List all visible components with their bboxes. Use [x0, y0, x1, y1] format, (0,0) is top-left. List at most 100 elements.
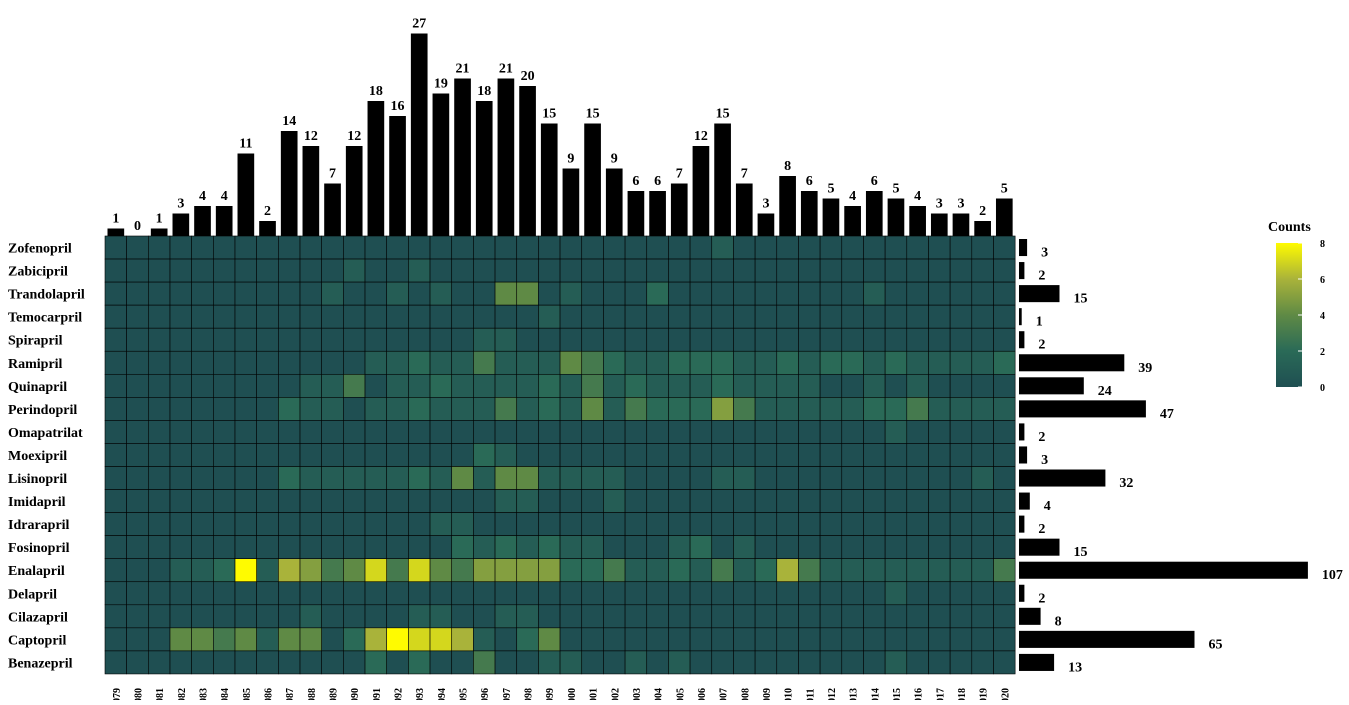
heatmap-cell	[863, 467, 885, 490]
heatmap-cell	[755, 605, 777, 628]
heatmap-cell	[755, 328, 777, 351]
heatmap-cell	[668, 605, 690, 628]
heatmap-cell	[105, 443, 127, 466]
heatmap-cell	[148, 420, 170, 443]
heatmap-cell	[213, 443, 235, 466]
heatmap-cell	[625, 236, 647, 259]
heatmap-cell	[127, 651, 149, 674]
year-total-label: 4	[914, 189, 921, 204]
heatmap-cell	[798, 351, 820, 374]
heatmap-cell	[582, 651, 604, 674]
heatmap-cell	[647, 559, 669, 582]
heatmap-cell	[278, 236, 300, 259]
heatmap-cell	[430, 605, 452, 628]
heatmap-cell	[257, 259, 279, 282]
heatmap-cell	[885, 467, 907, 490]
heatmap-cell	[647, 282, 669, 305]
heatmap-cell	[365, 559, 387, 582]
heatmap-cell	[495, 282, 517, 305]
heatmap-cell	[907, 351, 929, 374]
heatmap-cell	[192, 328, 214, 351]
heatmap-cell	[235, 443, 257, 466]
heatmap-cell	[625, 651, 647, 674]
heatmap-cell	[972, 651, 994, 674]
heatmap-cell	[560, 351, 582, 374]
heatmap-cell	[517, 351, 539, 374]
heatmap-cell	[322, 443, 344, 466]
heatmap-cell	[127, 397, 149, 420]
heatmap-cell	[993, 628, 1015, 651]
heatmap-cell	[603, 236, 625, 259]
heatmap-cell	[170, 513, 192, 536]
heatmap-cell	[192, 420, 214, 443]
heatmap-cell	[950, 236, 972, 259]
heatmap-cell	[343, 605, 365, 628]
heatmap-cell	[343, 536, 365, 559]
year-label: 1982	[177, 688, 188, 700]
heatmap-cell	[473, 374, 495, 397]
year-total-bar	[801, 191, 818, 236]
heatmap-cell	[300, 328, 322, 351]
heatmap-cell	[105, 374, 127, 397]
heatmap-cell	[170, 443, 192, 466]
heatmap-cell	[430, 467, 452, 490]
heatmap-cell	[972, 259, 994, 282]
heatmap-cell	[387, 536, 409, 559]
heatmap-cell	[582, 259, 604, 282]
heatmap-cell	[928, 582, 950, 605]
heatmap-cell	[278, 374, 300, 397]
drug-total-label: 2	[1038, 522, 1045, 537]
drug-label: Delapril	[8, 587, 57, 602]
year-total-bar	[389, 116, 406, 236]
year-total-label: 1	[112, 212, 119, 227]
heatmap-cell	[408, 305, 430, 328]
heatmap-cell	[842, 282, 864, 305]
year-total-bar	[346, 146, 363, 236]
heatmap-cell	[798, 259, 820, 282]
heatmap-cell	[473, 536, 495, 559]
heatmap-cell	[127, 559, 149, 582]
heatmap-cell	[408, 420, 430, 443]
drug-total-label: 2	[1038, 338, 1045, 353]
heatmap-cell	[928, 605, 950, 628]
heatmap-cell	[950, 397, 972, 420]
heatmap-cell	[603, 374, 625, 397]
heatmap-cell	[278, 605, 300, 628]
heatmap-cell	[343, 351, 365, 374]
year-total-bar	[606, 169, 623, 237]
heatmap-cell	[755, 397, 777, 420]
year-label: 1987	[285, 688, 296, 700]
heatmap-cell	[538, 628, 560, 651]
heatmap-cell	[820, 536, 842, 559]
heatmap-cell	[950, 259, 972, 282]
year-total-label: 4	[849, 189, 856, 204]
heatmap-cell	[950, 282, 972, 305]
heatmap-cell	[300, 605, 322, 628]
heatmap-cell	[278, 443, 300, 466]
heatmap-cell	[213, 651, 235, 674]
heatmap-cell	[148, 559, 170, 582]
heatmap-cell	[647, 328, 669, 351]
drug-label: Trandolapril	[8, 288, 85, 303]
heatmap-cell	[798, 282, 820, 305]
heatmap-cell	[192, 628, 214, 651]
heatmap-cell	[820, 328, 842, 351]
drug-total-label: 32	[1119, 476, 1133, 491]
heatmap-cell	[452, 236, 474, 259]
heatmap-cell	[257, 420, 279, 443]
heatmap-cell	[712, 397, 734, 420]
legend-title: Counts	[1268, 220, 1311, 235]
heatmap-cell	[170, 259, 192, 282]
heatmap-cell	[647, 443, 669, 466]
heatmap-cell	[365, 582, 387, 605]
heatmap-cell	[473, 282, 495, 305]
heatmap-cell	[712, 559, 734, 582]
heatmap-cell	[408, 397, 430, 420]
heatmap-cell	[257, 628, 279, 651]
heatmap-cell	[300, 582, 322, 605]
heatmap-cell	[192, 536, 214, 559]
heatmap-cell	[647, 536, 669, 559]
heatmap-cell	[517, 236, 539, 259]
heatmap-cell	[430, 490, 452, 513]
heatmap-cell	[863, 651, 885, 674]
